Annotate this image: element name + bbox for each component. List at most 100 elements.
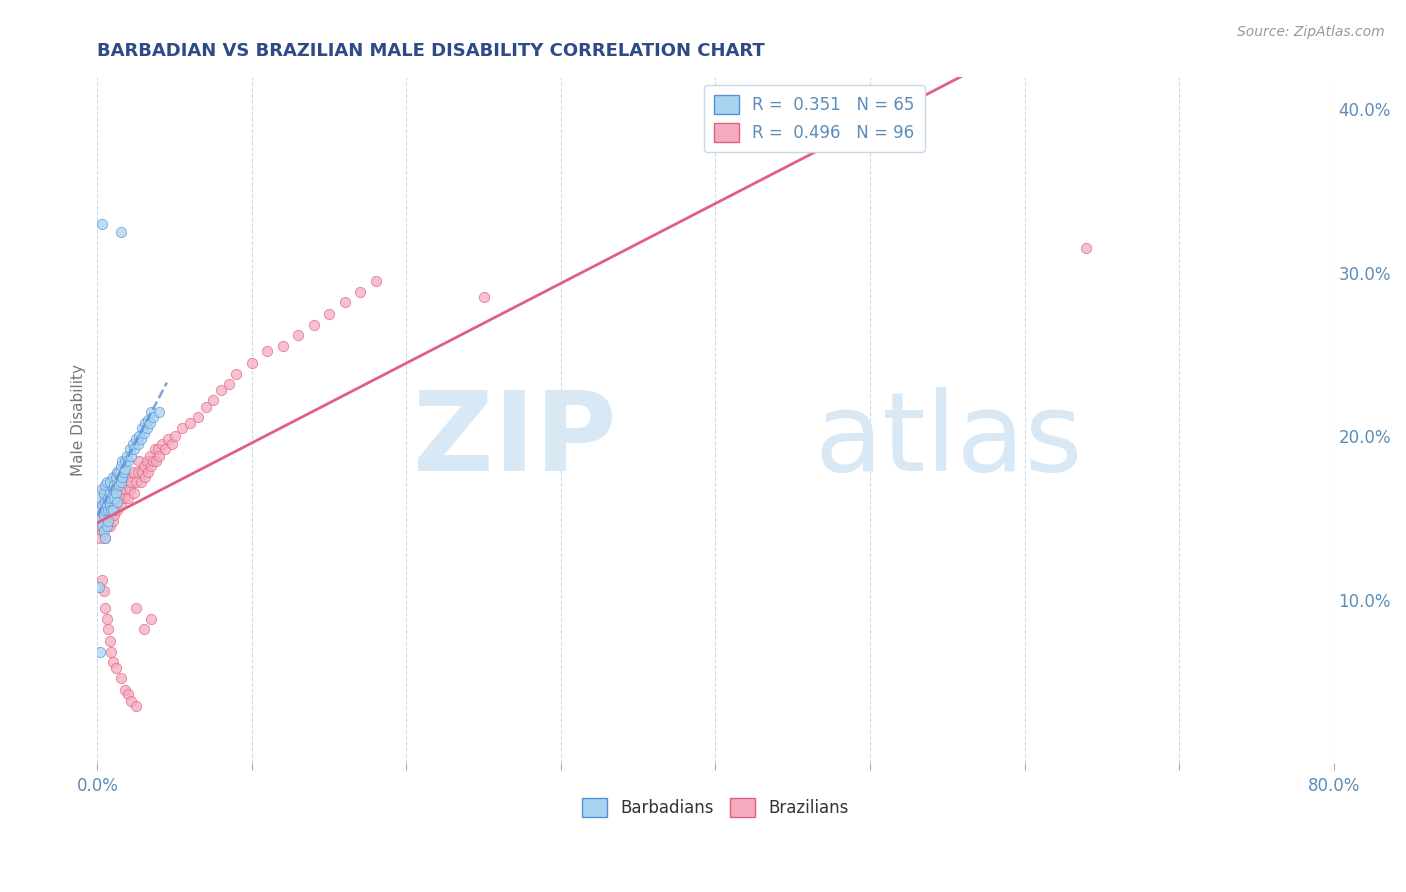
Point: [103, 508, 125, 522]
Point: [134, 470, 156, 484]
Point: [100, 491, 122, 506]
Point: [98, 475, 121, 489]
Point: [318, 307, 340, 321]
Point: [160, 437, 183, 451]
Point: [101, 655, 124, 669]
Point: [107, 502, 129, 516]
Point: [89, 531, 111, 545]
Point: [146, 442, 169, 457]
Point: [91, 217, 114, 231]
Point: [132, 458, 155, 473]
Point: [134, 416, 156, 430]
Point: [115, 449, 138, 463]
Point: [143, 442, 166, 457]
Point: [94, 531, 117, 545]
Point: [120, 694, 142, 708]
Point: [120, 449, 142, 463]
Point: [150, 437, 173, 451]
Point: [87, 502, 110, 516]
Point: [135, 454, 157, 468]
Point: [101, 502, 124, 516]
Point: [111, 454, 134, 468]
Point: [97, 502, 120, 516]
Point: [142, 409, 165, 424]
Point: [89, 645, 111, 659]
Point: [104, 498, 127, 512]
Point: [98, 498, 121, 512]
Point: [93, 491, 115, 506]
Point: [115, 470, 138, 484]
Point: [91, 524, 114, 538]
Point: [131, 465, 153, 479]
Point: [131, 421, 153, 435]
Point: [155, 442, 177, 457]
Point: [104, 470, 127, 484]
Point: [128, 429, 150, 443]
Point: [93, 486, 115, 500]
Point: [97, 511, 120, 525]
Point: [94, 482, 117, 496]
Point: [128, 454, 150, 468]
Point: [125, 600, 148, 615]
Point: [142, 454, 165, 468]
Point: [138, 465, 160, 479]
Text: atlas: atlas: [814, 387, 1083, 494]
Point: [148, 449, 170, 463]
Point: [91, 573, 114, 587]
Point: [98, 633, 121, 648]
Point: [110, 671, 132, 685]
Point: [97, 482, 120, 496]
Point: [96, 491, 118, 506]
Point: [141, 612, 163, 626]
Point: [139, 416, 162, 430]
Point: [89, 514, 111, 528]
Point: [108, 465, 131, 479]
Point: [87, 519, 110, 533]
Point: [120, 475, 142, 489]
Point: [110, 498, 132, 512]
Point: [93, 524, 115, 538]
Point: [100, 475, 122, 489]
Point: [94, 502, 117, 516]
Point: [209, 384, 232, 398]
Point: [100, 502, 122, 516]
Point: [125, 698, 148, 713]
Point: [100, 502, 122, 516]
Point: [364, 274, 387, 288]
Point: [225, 367, 247, 381]
Point: [349, 285, 371, 300]
Point: [91, 519, 114, 533]
Point: [302, 318, 325, 332]
Point: [93, 514, 115, 528]
Point: [91, 498, 114, 512]
Point: [91, 482, 114, 496]
Point: [112, 491, 135, 506]
Point: [132, 622, 155, 636]
Point: [101, 486, 124, 500]
Point: [202, 393, 225, 408]
Point: [127, 437, 149, 451]
Point: [97, 514, 120, 528]
Point: [94, 502, 117, 516]
Point: [94, 494, 117, 508]
Point: [110, 475, 132, 489]
Text: ZIP: ZIP: [413, 387, 617, 494]
Point: [141, 405, 163, 419]
Point: [117, 454, 139, 468]
Point: [148, 405, 170, 419]
Point: [112, 465, 135, 479]
Point: [91, 498, 114, 512]
Point: [122, 465, 145, 479]
Point: [94, 600, 117, 615]
Point: [107, 494, 129, 508]
Text: Source: ZipAtlas.com: Source: ZipAtlas.com: [1237, 25, 1385, 39]
Point: [96, 612, 118, 626]
Point: [138, 413, 160, 427]
Point: [96, 498, 118, 512]
Point: [114, 482, 136, 496]
Point: [96, 519, 118, 533]
Point: [172, 421, 194, 435]
Point: [104, 661, 127, 675]
Point: [96, 519, 118, 533]
Point: [108, 491, 131, 506]
